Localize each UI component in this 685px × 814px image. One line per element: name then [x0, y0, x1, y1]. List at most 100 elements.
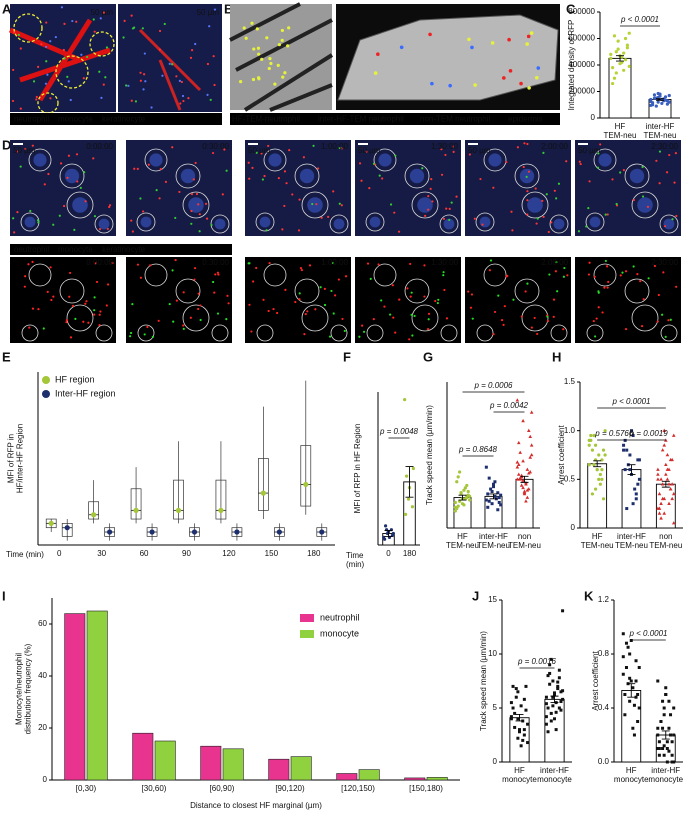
cell-dot	[562, 275, 565, 278]
cell-dot	[129, 335, 132, 338]
cell-dot	[63, 22, 66, 25]
cell-dot	[42, 327, 45, 330]
cell-dot	[603, 286, 606, 289]
cell-dot	[37, 308, 40, 311]
p-value: p = 0.0019	[629, 429, 669, 438]
cell-dot	[361, 324, 364, 327]
data-point	[496, 491, 500, 495]
x-tick-label: 180	[403, 549, 417, 558]
data-point	[553, 717, 556, 721]
data-point	[492, 485, 495, 489]
cell-dot	[276, 63, 280, 67]
cell-dot	[49, 40, 52, 43]
follicle-outline	[94, 214, 114, 234]
follicle	[443, 218, 455, 230]
cell-dot	[338, 146, 341, 150]
cell-dot	[250, 21, 254, 25]
cell-dot	[427, 328, 430, 331]
y-axis-title: Track speed mean (µm/min)	[479, 631, 488, 731]
follicle-outline	[137, 324, 155, 342]
cell-dot	[212, 280, 215, 284]
follicle	[637, 197, 653, 213]
data-point	[664, 462, 668, 467]
data-point	[593, 487, 598, 491]
time-stamp: 1:30:00	[431, 258, 458, 267]
cell-dot	[673, 181, 676, 184]
data-point	[637, 666, 641, 669]
x-tick-label: HF monocyte	[614, 766, 649, 784]
time-stamp: 1:00:00	[321, 142, 348, 151]
cell-dot	[604, 213, 607, 216]
follicle	[214, 218, 226, 230]
data-point	[516, 440, 521, 445]
cell-dot	[665, 171, 669, 174]
data-point	[667, 482, 671, 486]
x-tick-label: inter-HF TEM-neu	[644, 122, 677, 140]
follicle	[527, 197, 543, 213]
cell-dot	[151, 335, 154, 338]
cell-dot	[328, 335, 332, 338]
cell-dot	[298, 292, 301, 295]
cell-dot	[108, 204, 112, 207]
cell-dot	[298, 298, 301, 301]
time-stamp: 2:30:00	[651, 142, 678, 151]
cell-dot	[59, 162, 63, 165]
follicle-outline	[59, 278, 85, 304]
render	[230, 4, 332, 110]
cell-dot	[332, 190, 335, 193]
error-bar	[458, 494, 467, 501]
cell-dot	[578, 160, 581, 163]
data-point	[656, 467, 660, 471]
legend-swatch	[300, 614, 314, 622]
data-point	[656, 91, 660, 96]
scale-label: 50 µm	[578, 146, 601, 155]
cell-dot	[98, 313, 101, 316]
x-tick-label: [90,120)	[275, 784, 305, 793]
cell-dot	[197, 203, 200, 206]
y-tick-label: 40	[38, 671, 47, 680]
data-point	[601, 448, 606, 452]
data-point	[631, 434, 635, 438]
bar	[222, 748, 244, 781]
bar	[515, 478, 534, 529]
cell-dot	[481, 223, 484, 226]
cell-dot	[76, 180, 79, 183]
cell-dot	[343, 329, 346, 333]
cell-dot	[12, 31, 16, 34]
cell-dot	[526, 213, 529, 216]
cell-dot	[527, 86, 531, 90]
cell-dot	[127, 84, 130, 87]
error-bar	[384, 530, 393, 538]
data-point	[664, 472, 668, 476]
follicle-outline	[585, 212, 605, 232]
data-point	[516, 736, 520, 740]
cell-dot	[611, 178, 614, 181]
cell-dot	[503, 305, 506, 308]
cell-dot	[131, 27, 135, 30]
cell-dot	[593, 335, 597, 338]
cell-dot	[523, 142, 526, 145]
cell-dot	[221, 193, 224, 196]
scale-label: 50 µm	[91, 8, 114, 17]
data-point	[490, 502, 494, 506]
cell-dot	[98, 70, 101, 73]
y-tick-label: 1.2	[598, 595, 610, 604]
cell-dot	[284, 288, 287, 292]
data-point	[621, 655, 625, 659]
cell-dot	[427, 208, 430, 211]
data-point	[521, 459, 525, 463]
cell-dot	[288, 149, 291, 152]
data-point	[383, 524, 388, 528]
cell-dot	[366, 262, 370, 265]
cell-dot	[105, 46, 109, 49]
cell-dot	[139, 71, 142, 74]
cell-dot	[542, 151, 545, 154]
bar	[154, 740, 176, 781]
micrograph	[355, 257, 461, 343]
cell-dot	[490, 41, 495, 45]
data-point	[659, 720, 663, 723]
cell-dot	[35, 98, 38, 101]
data-point	[637, 477, 641, 481]
cell-dot	[470, 293, 474, 296]
cell-dot	[66, 75, 69, 78]
